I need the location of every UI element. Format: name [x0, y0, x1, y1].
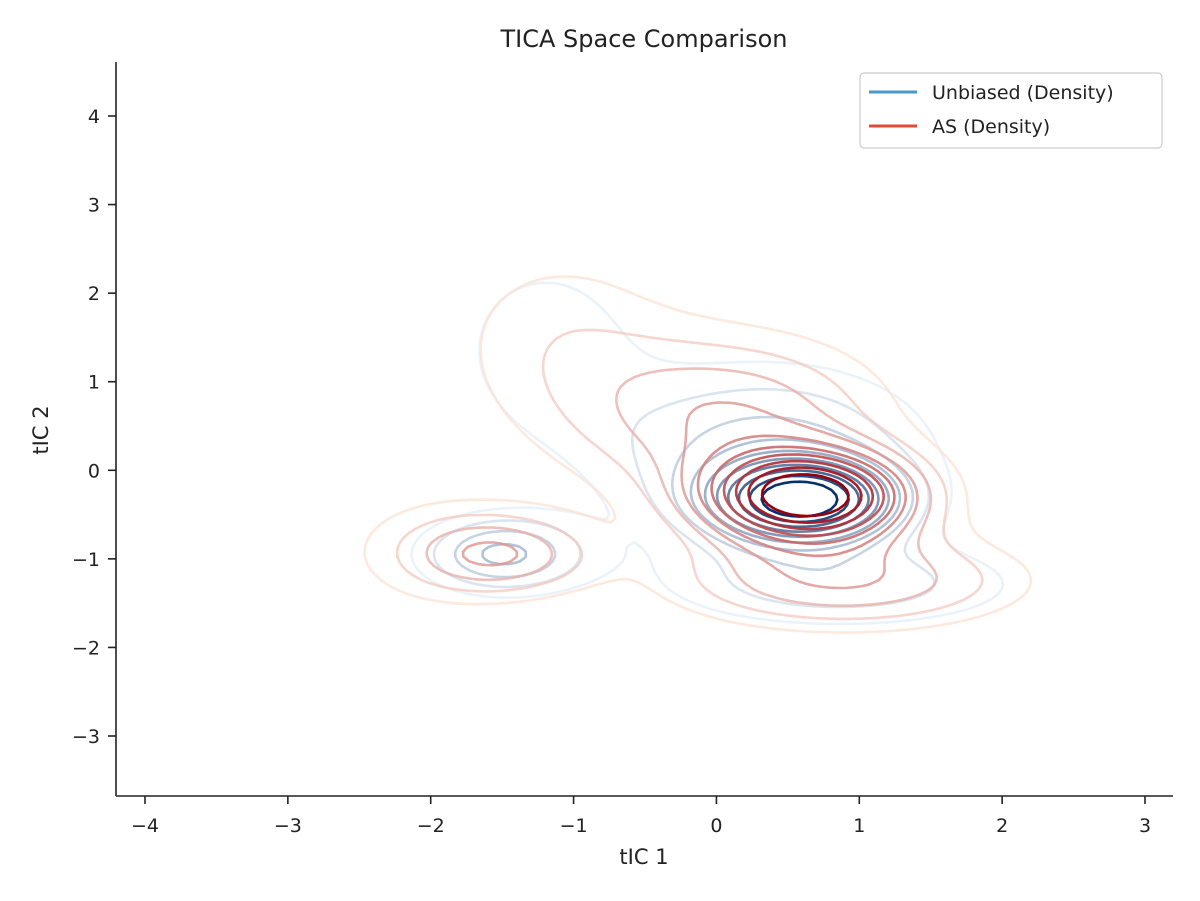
x-tick-label: 2 [996, 815, 1008, 837]
x-tick-label: −2 [417, 815, 445, 837]
legend-frame [859, 72, 1163, 149]
y-tick-label: 2 [88, 283, 100, 305]
y-axis-label: tIC 2 [29, 405, 53, 454]
contour-level [760, 480, 839, 518]
contour-level [432, 387, 936, 609]
x-tick-label: −1 [560, 815, 588, 837]
contour-level [710, 445, 896, 545]
contour-level [461, 401, 919, 590]
contour-level [734, 459, 875, 531]
y-tick-label: −1 [72, 549, 100, 571]
contour-level [760, 473, 850, 518]
contour-level [696, 434, 907, 558]
y-tick-label: −3 [72, 726, 100, 748]
y-tick-label: 3 [88, 195, 100, 217]
contour-level [395, 328, 984, 621]
x-tick-label: 3 [1139, 815, 1151, 837]
x-axis-label: tIC 1 [619, 845, 668, 869]
y-axis-ticks: −3 −2 −1 0 1 2 3 4 [72, 106, 116, 748]
y-tick-label: 4 [88, 106, 100, 128]
x-tick-label: 1 [853, 815, 865, 837]
legend-label-unbiased: Unbiased (Density) [932, 82, 1114, 104]
legend: Unbiased (Density) AS (Density) [859, 72, 1163, 149]
legend-label-as: AS (Density) [932, 116, 1050, 138]
x-tick-label: −4 [131, 815, 159, 837]
contour-level [363, 275, 1033, 634]
y-tick-label: 1 [88, 372, 100, 394]
contour-level [747, 466, 863, 524]
contour-level [410, 281, 1005, 626]
y-tick-label: −2 [72, 637, 100, 659]
chart-title: TICA Space Comparison [499, 25, 787, 53]
x-tick-label: −3 [274, 815, 302, 837]
plot-area [363, 275, 1033, 634]
as-density-contours [363, 275, 1033, 634]
unbiased-density-contours [410, 281, 1005, 626]
y-tick-label: 0 [88, 460, 100, 482]
contour-level [425, 367, 938, 607]
x-axis-ticks: −4 −3 −2 −1 0 1 2 3 [131, 796, 1151, 837]
contour-level [722, 453, 885, 537]
x-tick-label: 0 [710, 815, 722, 837]
